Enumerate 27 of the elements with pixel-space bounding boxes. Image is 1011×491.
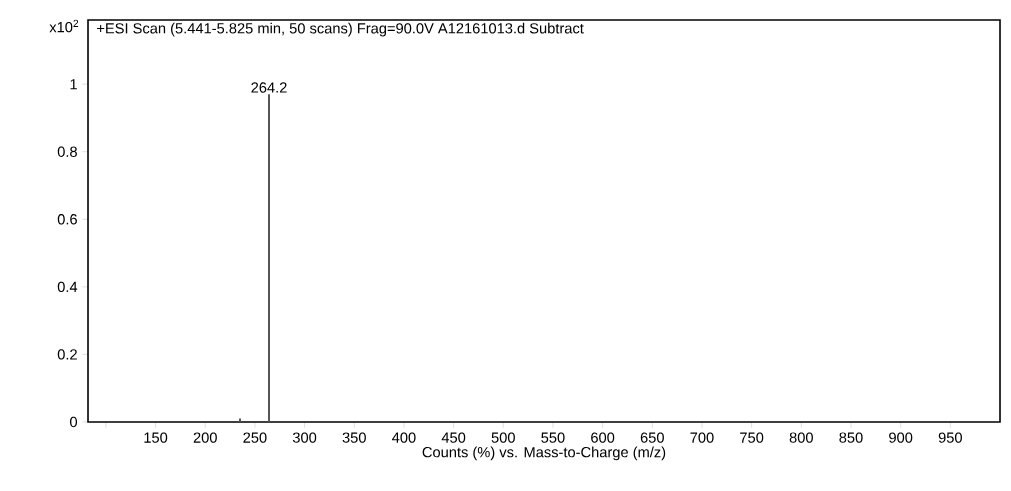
x-axis-title: Counts (%) vs. Mass-to-Charge (m/z) xyxy=(422,446,666,461)
x-tick-label: 150 xyxy=(144,432,168,443)
x-tick-label: 250 xyxy=(243,432,267,443)
x-tick-label: 600 xyxy=(591,432,615,443)
y-tick-label: 0.6 xyxy=(57,214,77,225)
chart-title: +ESI Scan (5.441-5.825 min, 50 scans) Frag=90.0V A12161013.d Subtract xyxy=(97,22,584,37)
x-tick-label: 350 xyxy=(342,432,366,443)
y-tick-label: 0.8 xyxy=(57,146,77,157)
x-tick-label: 650 xyxy=(640,432,664,443)
x-tick-label: 700 xyxy=(690,432,714,443)
y-tick-label: 0 xyxy=(70,416,78,428)
x-tick-label: 200 xyxy=(193,432,217,443)
x-tick-label: 900 xyxy=(889,432,913,443)
x-tick-label: 500 xyxy=(491,432,515,443)
y-tick-label: 1 xyxy=(70,79,77,90)
x-tick-label: 300 xyxy=(292,432,317,443)
x-tick-label: 400 xyxy=(392,432,416,443)
x-tick-label: 750 xyxy=(740,432,764,443)
annotation: 264.2 xyxy=(251,82,287,93)
y-tick-label: 0.4 xyxy=(57,281,78,293)
x-tick-label: 800 xyxy=(789,432,813,443)
y-axis-title: x10$^{2}$ xyxy=(49,19,79,33)
x-tick-label: 850 xyxy=(839,432,863,443)
x-tick-label: 950 xyxy=(938,432,962,443)
y-tick-label: 0.2 xyxy=(57,349,77,360)
x-tick-label: 450 xyxy=(441,432,466,443)
x-tick-label: 550 xyxy=(541,432,565,443)
